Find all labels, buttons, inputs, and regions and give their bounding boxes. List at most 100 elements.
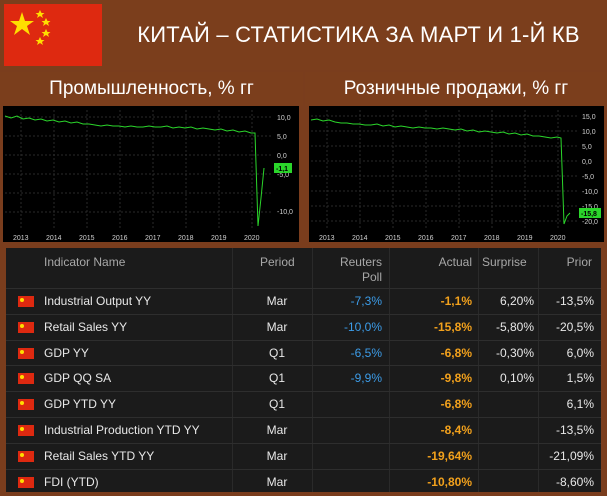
column-divider xyxy=(478,248,479,492)
y-tick-label: -5,0 xyxy=(277,172,289,179)
surprise-cell xyxy=(480,392,534,417)
x-tick-label: 2013 xyxy=(13,235,29,242)
last-value-tag xyxy=(579,208,601,218)
last-value-tag xyxy=(274,163,292,173)
last-value-label: -15,8 xyxy=(581,211,597,218)
period-cell: Mar xyxy=(266,319,288,334)
x-tick-label: 2018 xyxy=(484,235,500,242)
table-row[interactable]: Retail Sales YY Mar -10,0% -15,8% -5,80% -20,… xyxy=(6,313,601,340)
table-row[interactable]: Industrial Output YY Mar -7,3% -1,1% 6,20% -1… xyxy=(6,288,601,314)
period-cell: Q1 xyxy=(268,345,285,360)
header-banner: КИТАЙ – СТАТИСТИКА ЗА МАРТ И 1-Й КВ xyxy=(0,0,607,70)
x-tick-label: 2018 xyxy=(178,235,194,242)
prior-cell: -13,5% xyxy=(555,423,594,437)
prior-cell: -21,09% xyxy=(549,448,594,463)
column-divider xyxy=(232,248,233,492)
col-header-prior[interactable]: Prior xyxy=(566,255,592,269)
prior-cell: -8,60% xyxy=(555,474,594,489)
prior-cell: 6,1% xyxy=(566,397,594,412)
actual-cell: -19,64% xyxy=(427,448,472,463)
x-tick-label: 2014 xyxy=(352,235,368,242)
x-tick-label: 2015 xyxy=(79,235,95,242)
prior-cell: -20,5% xyxy=(555,319,594,334)
china-flag-icon xyxy=(18,296,34,307)
x-tick-label: 2016 xyxy=(112,235,128,242)
series-line xyxy=(310,118,571,225)
surprise-cell: -0,30% xyxy=(495,345,534,360)
surprise-cell xyxy=(480,418,534,443)
y-tick-label: 10,0 xyxy=(277,115,291,122)
y-tick-label: 15,0 xyxy=(582,114,596,121)
industry-chart: 10,0 5,0 0,0 -5,0 -10,0 2013 2014 2015 2016 2017 2… xyxy=(3,106,299,242)
prior-cell: 1,5% xyxy=(566,371,594,386)
actual-cell: -6,8% xyxy=(440,345,472,360)
y-tick-label: -10,0 xyxy=(582,189,598,196)
period-cell: Mar xyxy=(266,294,288,308)
page-title: КИТАЙ – СТАТИСТИКА ЗА МАРТ И 1-Й КВ xyxy=(137,22,580,47)
industry-panel-title: Промышленность, % гг xyxy=(0,72,303,106)
period-cell: Mar xyxy=(266,423,288,437)
actual-cell: -1,1% xyxy=(440,294,472,308)
x-tick-label: 2020 xyxy=(550,235,566,242)
x-tick-label: 2019 xyxy=(517,235,533,242)
x-tick-label: 2016 xyxy=(418,235,434,242)
actual-cell: -9,8% xyxy=(440,371,472,386)
col-header-actual[interactable]: Actual xyxy=(438,255,472,269)
indicator-table: Indicator Name Period Reuters Poll Actua… xyxy=(6,248,601,492)
indicator-name: Industrial Production YTD YY xyxy=(44,423,200,437)
indicator-name: Retail Sales YTD YY xyxy=(44,448,155,463)
table-row[interactable]: Retail Sales YTD YY Mar -19,64% -21,09% xyxy=(6,442,601,469)
table-row[interactable]: GDP YY Q1 -6,5% -6,8% -0,30% 6,0% xyxy=(6,339,601,366)
table-row[interactable]: GDP YTD YY Q1 -6,8% 6,1% xyxy=(6,391,601,417)
period-cell: Q1 xyxy=(268,397,285,412)
china-flag-icon xyxy=(4,4,102,66)
china-flag-icon xyxy=(18,450,34,462)
table-row[interactable]: GDP QQ SA Q1 -9,9% -9,8% 0,10% 1,5% xyxy=(6,365,601,391)
poll-cell: -10,0% xyxy=(343,319,382,334)
poll-cell: -9,9% xyxy=(350,371,382,386)
actual-cell: -8,4% xyxy=(440,423,472,437)
y-tick-label: 0,0 xyxy=(277,153,287,160)
y-tick-label: -5,0 xyxy=(582,174,594,181)
surprise-cell xyxy=(480,444,534,469)
china-flag-icon xyxy=(18,425,34,436)
poll-cell xyxy=(316,418,382,443)
x-tick-label: 2014 xyxy=(46,235,62,242)
poll-cell xyxy=(316,470,382,495)
column-divider xyxy=(538,248,539,492)
actual-cell: -10,80% xyxy=(427,474,472,489)
industry-chart-svg: 10,0 5,0 0,0 -5,0 -10,0 2013 2014 2015 2016 2017 2… xyxy=(4,110,293,242)
actual-cell: -6,8% xyxy=(440,397,472,412)
period-cell: Mar xyxy=(266,448,288,463)
indicator-name: Industrial Output YY xyxy=(44,294,152,308)
col-header-surprise[interactable]: Surprise xyxy=(482,255,527,269)
table-row[interactable]: FDI (YTD) Mar -10,80% -8,60% xyxy=(6,468,601,495)
prior-cell: -13,5% xyxy=(555,294,594,308)
column-divider xyxy=(389,248,390,492)
col-header-indicator[interactable]: Indicator Name xyxy=(44,255,126,269)
retail-chart-svg: 15,0 10,0 5,0 0,0 -5,0 -10,0 -15,0 -20,0 2013 201… xyxy=(310,110,601,242)
x-tick-label: 2019 xyxy=(211,235,227,242)
y-tick-label: 5,0 xyxy=(582,144,592,151)
china-flag-icon xyxy=(18,321,34,333)
china-flag-icon xyxy=(18,399,34,411)
y-tick-label: 5,0 xyxy=(277,134,287,141)
column-divider xyxy=(312,248,313,492)
last-value-label: -1,1 xyxy=(276,166,288,173)
poll-cell: -6,5% xyxy=(350,345,382,360)
retail-chart: 15,0 10,0 5,0 0,0 -5,0 -10,0 -15,0 -20,0 2013 201… xyxy=(309,106,604,242)
col-header-period[interactable]: Period xyxy=(260,255,295,269)
col-header-poll[interactable]: Reuters Poll xyxy=(339,255,382,284)
poll-cell xyxy=(316,444,382,469)
china-flag-icon xyxy=(18,347,34,359)
surprise-cell: 6,20% xyxy=(499,294,534,308)
y-tick-label: 10,0 xyxy=(582,129,596,136)
indicator-name: GDP YY xyxy=(44,345,89,360)
x-tick-label: 2017 xyxy=(451,235,467,242)
y-tick-label: 0,0 xyxy=(582,159,592,166)
surprise-cell: -5,80% xyxy=(495,319,534,334)
x-tick-label: 2020 xyxy=(244,235,260,242)
x-tick-label: 2013 xyxy=(319,235,335,242)
actual-cell: -15,8% xyxy=(433,319,472,334)
table-row[interactable]: Industrial Production YTD YY Mar -8,4% -13,… xyxy=(6,417,601,443)
